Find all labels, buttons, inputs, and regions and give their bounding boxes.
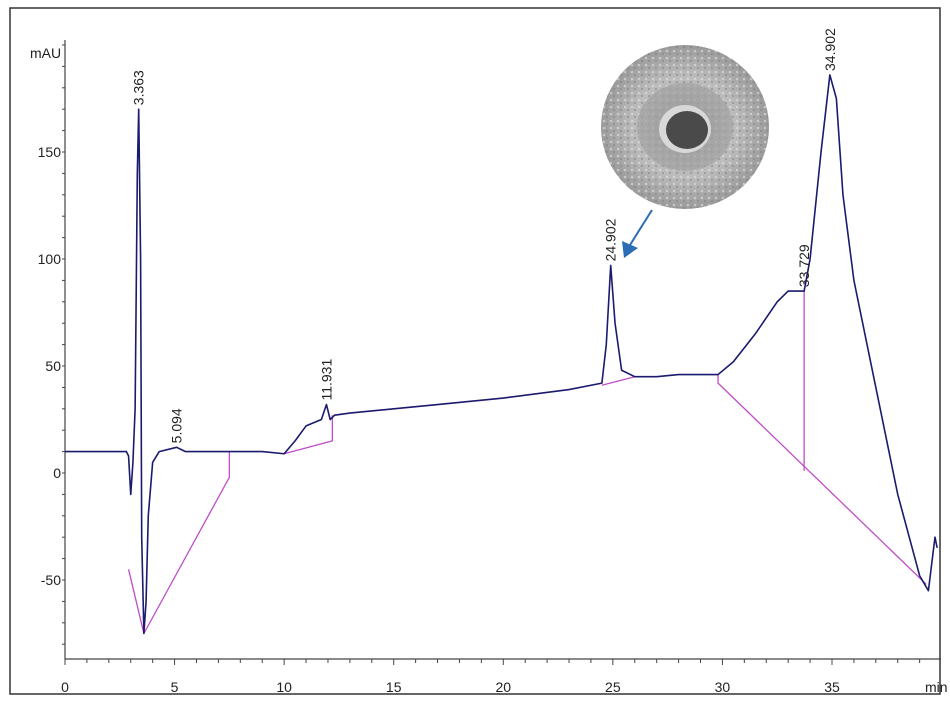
integration-baseline xyxy=(127,569,145,634)
x-tick-label: 10 xyxy=(276,679,292,695)
peak-label: 3.363 xyxy=(131,70,147,105)
peak-label: 11.931 xyxy=(318,359,334,401)
peak-label: 33.729 xyxy=(796,244,812,287)
y-tick-label: -50 xyxy=(41,572,61,588)
y-tick-label: 100 xyxy=(38,251,62,267)
x-axis-label: min xyxy=(925,679,948,695)
peak-label: 24.902 xyxy=(603,218,619,261)
x-tick-label: 25 xyxy=(605,679,621,695)
inset-disc-image xyxy=(601,45,769,258)
peak-label: 34.902 xyxy=(822,28,838,71)
y-tick-label: 150 xyxy=(38,144,62,160)
arrow-head-icon xyxy=(622,241,638,258)
x-tick-label: 30 xyxy=(715,679,731,695)
integration-baseline xyxy=(283,415,334,455)
x-tick-label: 15 xyxy=(386,679,402,695)
x-tick-label: 5 xyxy=(171,679,179,695)
y-axis-label: mAU xyxy=(30,45,61,61)
y-tick-label: 50 xyxy=(45,358,61,374)
integration-baseline xyxy=(717,374,927,585)
x-tick-label: 0 xyxy=(61,679,69,695)
integration-baseline xyxy=(143,451,231,634)
peak-label: 5.094 xyxy=(169,408,185,443)
arrow-line xyxy=(629,209,653,246)
x-tick-label: 35 xyxy=(824,679,840,695)
figure-frame xyxy=(9,7,941,695)
y-tick-label: 0 xyxy=(53,465,61,481)
integration-baseline xyxy=(601,376,635,386)
x-tick-label: 20 xyxy=(495,679,511,695)
signal-trace xyxy=(65,74,938,635)
